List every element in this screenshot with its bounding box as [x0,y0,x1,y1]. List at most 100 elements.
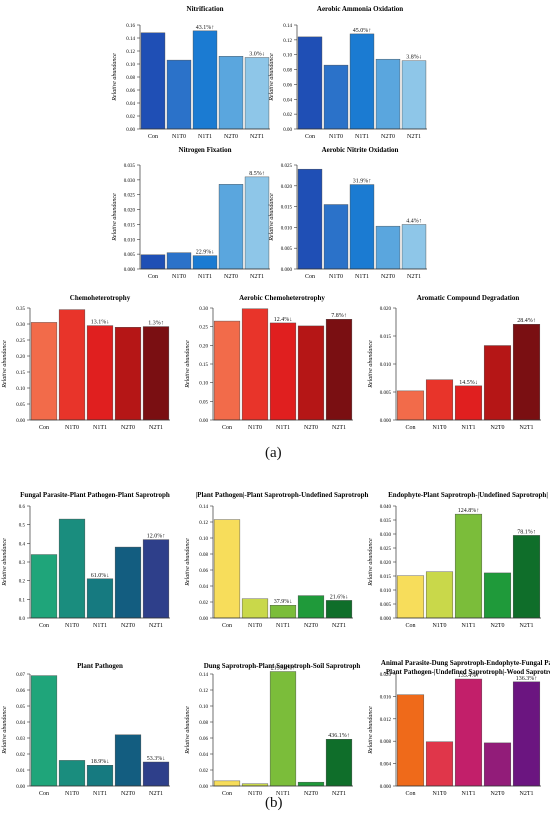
bar-n1t0 [241,308,269,421]
bar-n2t1 [142,326,170,421]
bar-n1t1 [86,325,114,421]
bar-n2t0 [483,572,512,619]
bar-con [30,675,58,787]
y-tick-label: 0.016 [380,695,392,700]
y-tick-label: 0.01 [16,769,25,774]
x-tick-label: N1T0 [248,623,262,629]
x-tick-label: Con [39,425,49,431]
bar-con [297,36,323,130]
x-tick-label: N2T0 [381,274,395,280]
y-tick-label: 0.08 [199,721,208,726]
change-annotation: 2195.4%↑ [271,666,296,672]
y-tick-label: 0.16 [126,24,135,29]
chart-title: |Plant Pathogen|-Plant Saprotroph-Undefi… [196,491,369,499]
y-tick-label: 0.20 [16,355,25,360]
bar-con [396,694,425,787]
y-tick-label: 0.02 [283,113,292,118]
change-annotation: 4.4%↑ [406,218,422,224]
y-tick-label: 0.005 [380,603,392,608]
change-annotation: 13.1%↓ [91,320,110,326]
bar-n1t0 [166,59,192,130]
change-annotation: 1.3%↑ [148,321,164,327]
chart-title: Fungal Parasite-Plant Pathogen-Plant Sap… [20,491,170,499]
change-annotation: 53.3%↓ [147,756,166,762]
y-tick-label: 0.4 [19,542,26,547]
y-tick-label: 0.04 [199,753,208,758]
chart-endophyte-plant-saprotroph: Endophyte-Plant Saprotroph-|Undefined Sa… [368,491,548,629]
x-tick-label: N1T0 [248,425,262,431]
change-annotation: 14.5%↓ [459,380,478,386]
x-tick-label: N2T0 [304,791,318,797]
x-tick-label: N2T0 [121,791,135,797]
y-tick-label: 0.14 [199,673,208,678]
x-tick-label: N1T1 [198,274,212,280]
change-annotation: 12.0%↑ [147,534,166,540]
bar-n1t1 [192,255,218,270]
change-annotation: 136.3%↑ [516,676,538,682]
y-axis-label: Relative abundance [112,53,118,102]
bar-con [213,320,241,421]
y-tick-label: 0.15 [199,363,208,368]
y-tick-label: 0.010 [380,363,392,368]
chart-title: Endophyte-Plant Saprotroph-|Undefined Sa… [388,491,548,499]
x-tick-label: N2T1 [250,274,264,280]
y-tick-label: 0.25 [199,326,208,331]
change-annotation: 8.5%↑ [249,171,265,177]
y-tick-label: 0.010 [380,589,392,594]
bar-n1t1 [454,513,483,619]
bar-con [396,390,425,421]
bar-n2t0 [483,742,512,787]
panel-b-label: (b) [265,795,283,811]
y-tick-label: 0.3 [19,561,26,566]
y-tick-label: 0.03 [16,737,25,742]
bar-n2t1 [512,324,541,421]
y-tick-label: 0.02 [16,753,25,758]
change-annotation: 28.4%↑ [517,318,536,324]
change-annotation: 61.0%↓ [91,573,110,579]
y-tick-label: 0.00 [126,128,135,133]
bar-n1t0 [323,64,349,130]
x-tick-label: N1T1 [93,425,107,431]
y-tick-label: 0.06 [199,737,208,742]
bar-n2t0 [297,781,325,787]
bar-n2t0 [114,327,142,421]
y-axis-label: Relative abundance [368,706,374,755]
y-tick-label: 0.06 [16,689,25,694]
x-tick-label: Con [148,274,158,280]
y-tick-label: 0.14 [283,24,292,29]
y-tick-label: 0.14 [126,37,135,42]
change-annotation: 78.1%↑ [517,529,536,535]
chart-title: Nitrification [187,5,224,13]
y-axis-label: Relative abundance [2,706,8,755]
bar-n2t1 [512,681,541,787]
x-tick-label: N1T0 [433,791,447,797]
y-tick-label: 0.012 [380,718,392,723]
x-tick-label: Con [305,274,315,280]
chart-nitrification: Nitrification Relative abundance 0.00 0.02 0… [112,5,270,140]
y-axis-label: Relative abundance [2,538,8,587]
x-tick-label: N2T1 [332,623,346,629]
x-tick-label: Con [305,134,315,140]
bar-n2t0 [114,546,142,619]
x-tick-label: N1T1 [462,791,476,797]
x-tick-label: N2T1 [407,274,421,280]
x-tick-label: N2T1 [407,134,421,140]
y-tick-label: 0.00 [16,419,25,424]
chart-title: Nitrogen Fixation [179,146,232,154]
y-tick-label: 0.02 [126,115,135,120]
chart-animal-parasite: Animal Parasite-Dung Saprotroph-Endophyt… [368,659,550,797]
bar-n1t0 [425,379,454,421]
y-tick-label: 0.2 [19,580,26,585]
change-annotation: 18.9%↓ [91,759,110,765]
y-tick-label: 0.025 [124,194,136,199]
y-tick-label: 0.10 [283,54,292,59]
y-tick-label: 0.015 [124,223,136,228]
x-tick-label: N2T1 [149,623,163,629]
y-tick-label: 0.010 [124,238,136,243]
x-tick-label: N1T1 [198,134,212,140]
bar-con [297,168,323,270]
y-tick-label: 0.12 [283,39,292,44]
change-annotation: 21.6%↓ [330,594,349,600]
y-axis-label: Relative abundance [185,706,191,755]
y-tick-label: 0.025 [281,164,293,169]
